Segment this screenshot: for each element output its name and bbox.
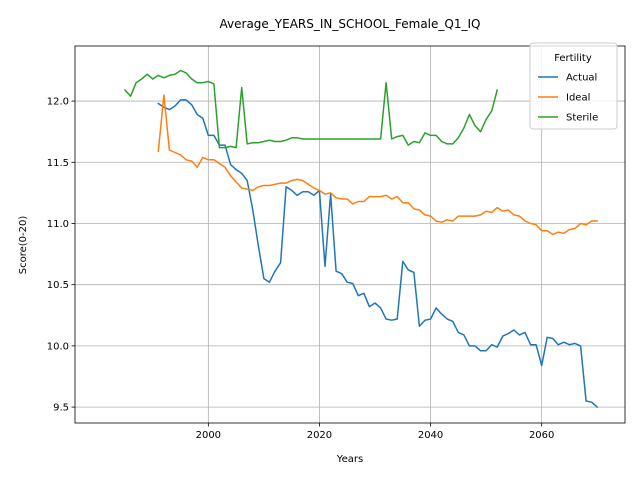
- y-tick-label: 11.5: [47, 158, 69, 169]
- series-lines: [123, 69, 599, 409]
- x-axis-ticks: 2000 2020 2040 2060: [196, 423, 554, 441]
- plot-area: 2000 2020 2040 2060 9.5 10.0 10.5 11.0 11.5 12.0: [47, 45, 626, 441]
- series-line-actual: [157, 99, 599, 409]
- legend-label-sterile: Sterile: [566, 113, 598, 124]
- x-tick-label: 2060: [529, 430, 554, 441]
- legend-box: [529, 42, 618, 130]
- x-tick-label: 2000: [196, 430, 221, 441]
- series-line-ideal: [157, 94, 598, 236]
- legend-label-ideal: Ideal: [566, 93, 590, 104]
- y-axis-ticks: 9.5 10.0 10.5 11.0 11.5 12.0: [47, 97, 75, 414]
- y-tick-label: 9.5: [53, 403, 69, 414]
- y-tick-label: 12.0: [47, 97, 69, 108]
- legend-label-actual: Actual: [566, 73, 597, 84]
- series-line-sterile: [123, 69, 499, 149]
- y-axis-label: Score(0-20): [18, 216, 29, 275]
- x-tick-label: 2040: [418, 430, 443, 441]
- x-tick-label: 2020: [307, 430, 332, 441]
- legend-items: Actual Ideal Sterile: [538, 73, 598, 124]
- chart-title: Average_YEARS_IN_SCHOOL_Female_Q1_IQ: [220, 17, 481, 31]
- y-tick-label: 11.0: [47, 219, 69, 230]
- x-axis-label: Years: [336, 454, 363, 465]
- legend: Fertility Actual Ideal Sterile: [529, 42, 618, 130]
- y-tick-label: 10.0: [47, 341, 69, 352]
- legend-title: Fertility: [554, 53, 592, 64]
- y-tick-label: 10.5: [47, 280, 69, 291]
- plot-frame: [74, 45, 626, 424]
